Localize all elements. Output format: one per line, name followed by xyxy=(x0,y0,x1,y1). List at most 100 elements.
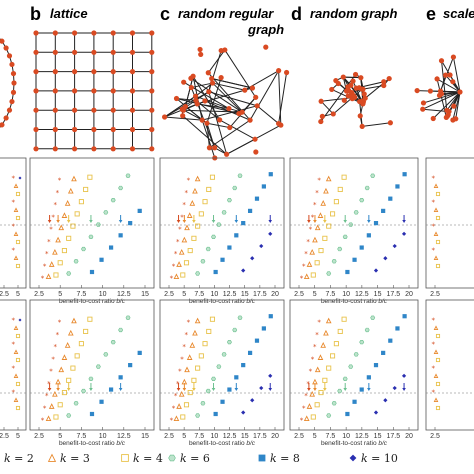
diamond-marker xyxy=(373,268,379,273)
star-marker: * xyxy=(432,341,436,349)
hexagon-marker xyxy=(221,352,227,357)
star-marker: * xyxy=(12,317,16,325)
hexagon-marker xyxy=(211,234,216,239)
diamond-marker xyxy=(18,176,22,180)
legend-item-4: k = 8 xyxy=(258,452,300,465)
open-square-marker xyxy=(15,191,21,197)
node xyxy=(204,120,210,126)
threshold-arrowhead xyxy=(118,388,123,391)
triangle-marker xyxy=(433,397,439,403)
open-square-marker xyxy=(330,211,336,217)
node xyxy=(6,53,13,59)
open-square-marker xyxy=(191,235,197,241)
tick-label: 17.5 xyxy=(386,291,400,298)
square-marker xyxy=(373,221,379,226)
triangle-marker xyxy=(184,366,190,373)
random-regular-network xyxy=(162,44,290,161)
star-marker: * xyxy=(432,223,436,231)
node xyxy=(110,146,116,152)
open-square-marker xyxy=(209,316,216,322)
edge xyxy=(202,105,258,121)
triangle-marker xyxy=(433,325,439,331)
node xyxy=(350,78,356,84)
x-axis-label: benefit-to-cost ratio b/c xyxy=(189,440,256,447)
hexagon-marker xyxy=(232,185,238,191)
node xyxy=(3,115,9,121)
star-marker: * xyxy=(178,226,182,234)
node xyxy=(52,146,58,152)
star-marker: * xyxy=(53,201,57,209)
open-square-marker xyxy=(202,199,208,205)
plot-d-2: 2.5 5 7.5 10 12.5 15 17.5 20 benefit-to-cost rat… xyxy=(289,299,419,447)
node xyxy=(381,82,387,89)
open-square-marker xyxy=(66,377,72,383)
node xyxy=(52,107,58,113)
node xyxy=(335,80,341,87)
star-marker: * xyxy=(41,275,45,283)
plot-frame xyxy=(0,299,27,431)
tick-label: 12.5 xyxy=(355,291,369,298)
edge xyxy=(320,74,356,122)
tick-label: 5 xyxy=(58,433,62,440)
panel-title-c-line2: graph xyxy=(247,22,284,37)
triangle-marker xyxy=(176,261,182,267)
square-marker xyxy=(247,350,253,355)
star-marker: * xyxy=(302,404,306,412)
triangle-marker xyxy=(13,183,19,189)
threshold-arrowhead xyxy=(176,388,181,391)
square-marker xyxy=(220,399,225,404)
hexagon-marker xyxy=(370,315,376,320)
tick-label: 5 xyxy=(16,291,20,298)
tick-label: 17.5 xyxy=(253,433,267,440)
square-marker xyxy=(108,387,114,392)
node xyxy=(329,86,335,93)
node xyxy=(319,113,325,119)
triangle-marker xyxy=(320,342,327,348)
node xyxy=(52,126,58,133)
open-square-marker xyxy=(337,186,343,192)
tick-label: 2.5 xyxy=(430,291,440,298)
legend-label: k = 6 xyxy=(180,452,210,465)
node xyxy=(149,107,155,113)
open-square-marker xyxy=(435,381,441,387)
star-marker: * xyxy=(180,355,184,363)
open-square-marker xyxy=(195,223,201,229)
open-square-marker xyxy=(333,341,339,347)
legend-var: k xyxy=(4,452,14,465)
star-marker: * xyxy=(53,343,57,351)
node xyxy=(149,126,155,133)
node xyxy=(129,49,136,55)
x-axis-var: b/c xyxy=(378,298,387,305)
node xyxy=(91,126,97,133)
node xyxy=(181,79,187,85)
square-marker xyxy=(89,411,95,417)
diamond-marker xyxy=(250,398,255,403)
triangle-marker xyxy=(52,248,58,255)
square-marker xyxy=(234,233,239,238)
open-square-marker xyxy=(198,211,204,217)
triangle-marker xyxy=(45,415,52,422)
diamond-marker xyxy=(401,373,407,378)
hexagon-marker xyxy=(359,340,365,345)
panel-letter-d: d xyxy=(291,4,302,24)
edge xyxy=(219,119,256,140)
star-marker: * xyxy=(432,175,436,183)
star-marker: * xyxy=(58,319,62,327)
node xyxy=(91,88,97,94)
node xyxy=(450,117,456,123)
hexagon-marker xyxy=(205,388,211,394)
square-marker xyxy=(128,221,133,226)
square-marker xyxy=(254,196,260,201)
node xyxy=(278,122,284,128)
triangle-marker xyxy=(52,390,58,397)
node xyxy=(33,69,39,75)
triangle-marker xyxy=(61,354,68,360)
node xyxy=(129,146,136,152)
node xyxy=(149,30,155,36)
star-marker: * xyxy=(12,389,16,397)
star-marker: * xyxy=(187,177,191,185)
hexagon-marker xyxy=(168,454,176,462)
hexagon-marker xyxy=(66,271,72,276)
threshold-arrowhead xyxy=(192,220,196,223)
edge xyxy=(362,122,391,127)
